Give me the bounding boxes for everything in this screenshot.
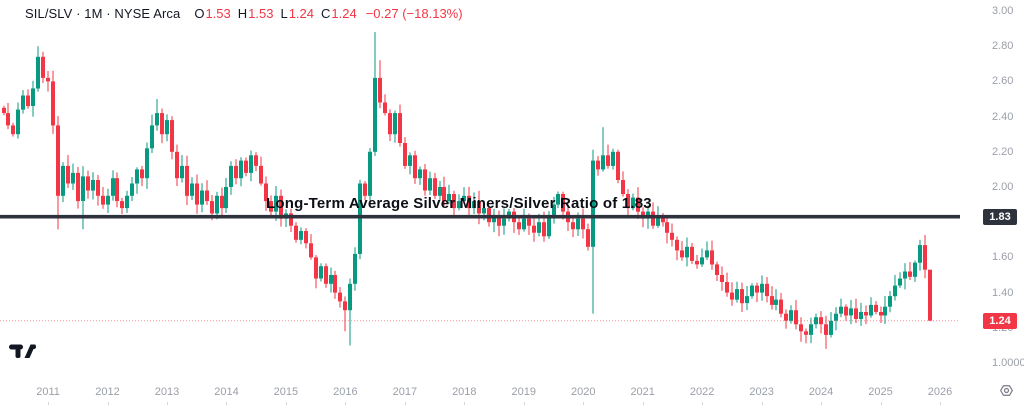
year-tick-mark <box>939 402 941 405</box>
year-tick-mark <box>285 402 287 405</box>
year-tick-label: 2019 <box>511 386 536 398</box>
year-tick-mark <box>345 402 347 405</box>
high-value: 1.53 <box>248 6 274 21</box>
year-tick-mark <box>464 402 466 405</box>
year-tick-label: 2011 <box>36 386 60 398</box>
year-tick-label: 2015 <box>273 386 299 398</box>
year-tick-mark <box>761 402 763 405</box>
price-tick-label: 2.40 <box>992 110 1014 123</box>
year-tick-mark <box>880 402 882 405</box>
year-tick-mark <box>523 402 525 405</box>
price-axis[interactable]: 3.002.802.602.402.202.001.801.601.401.20… <box>983 0 1024 375</box>
year-tick-mark <box>107 402 109 405</box>
ohlc-close: C 1.24 <box>321 6 357 21</box>
close-value: 1.24 <box>331 6 357 21</box>
year-tick-label: 2017 <box>392 386 418 398</box>
year-tick-mark <box>48 402 50 405</box>
year-tick-mark <box>226 402 228 405</box>
year-tick-label: 2018 <box>452 386 477 398</box>
avg-price-label[interactable]: 1.83 <box>983 208 1017 225</box>
price-tick-label: 1.0000 <box>992 357 1024 369</box>
price-tick-label: 2.80 <box>992 40 1014 53</box>
ohlc-low: L 1.24 <box>280 6 314 21</box>
year-tick-label: 2024 <box>808 386 834 398</box>
price-tick-label: 2.60 <box>992 75 1014 88</box>
price-tick-label: 2.00 <box>992 181 1014 193</box>
price-scale-settings-gear-icon[interactable] <box>999 383 1014 403</box>
low-value: 1.24 <box>288 6 315 21</box>
year-tick-mark <box>821 402 823 405</box>
year-tick-mark <box>642 402 644 405</box>
price-tick-label: 2.20 <box>992 145 1014 158</box>
ohlc-readout: O 1.53 H 1.53 L 1.24 C 1.24 −0.27 (−18.13%) <box>194 6 462 21</box>
ohlc-high: H 1.53 <box>238 6 274 21</box>
low-label: L <box>280 6 288 21</box>
year-tick-mark <box>404 402 406 405</box>
change-value: −0.27 (−18.13%) <box>365 6 463 21</box>
year-tick-label: 2013 <box>154 386 180 398</box>
price-tick-label: 3.00 <box>992 5 1014 17</box>
symbol-title[interactable]: SIL/SLV · 1M · NYSE Arca <box>25 6 181 21</box>
last-price-label: 1.24 <box>983 312 1017 329</box>
year-tick-label: 2025 <box>868 386 893 398</box>
avg-hline[interactable] <box>0 214 960 219</box>
close-label: C <box>321 6 331 21</box>
year-tick-mark <box>702 402 704 405</box>
year-tick-label: 2026 <box>927 386 953 398</box>
price-tick-label: 1.40 <box>992 286 1014 299</box>
year-tick-label: 2012 <box>95 386 120 398</box>
year-tick-label: 2020 <box>570 386 596 398</box>
price-tick-label: 1.60 <box>992 251 1014 264</box>
year-tick-mark <box>167 402 168 405</box>
time-axis[interactable]: 2011 2012 2013 2014 2015 2016 2017 2018 2019 2020… <box>0 378 960 406</box>
year-tick-label: 2021 <box>630 386 655 398</box>
year-tick-label: 2022 <box>689 386 715 398</box>
symbol-header: SIL/SLV · 1M · NYSE Arca O 1.53 H 1.53 L 1.… <box>25 6 463 22</box>
tradingview-logo-icon <box>9 344 37 358</box>
high-label: H <box>237 6 248 21</box>
tradingview-logo[interactable] <box>9 344 37 364</box>
year-tick-label: 2016 <box>333 386 358 398</box>
open-value: 1.53 <box>205 6 231 21</box>
gear-icon <box>1000 385 1013 396</box>
year-tick-label: 2023 <box>749 386 774 398</box>
year-tick-label: 2014 <box>214 386 239 398</box>
open-label: O <box>194 6 205 21</box>
ohlc-open: O 1.53 <box>194 6 230 21</box>
candlestick-plot[interactable] <box>0 0 960 406</box>
avg-line-annotation[interactable]: Long-Term Average Silver Miners/Silver R… <box>266 195 652 212</box>
year-tick-mark <box>583 402 585 405</box>
